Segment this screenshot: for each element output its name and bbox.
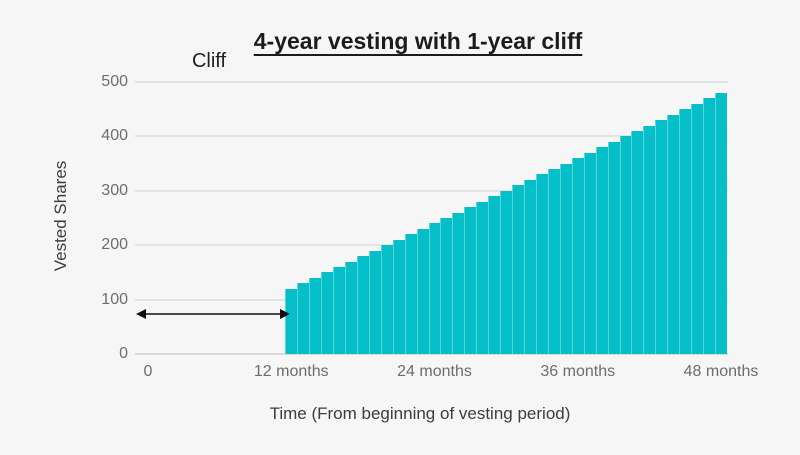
x-axis-title: Time (From beginning of vesting period) bbox=[269, 404, 571, 423]
bar-month-35 bbox=[559, 163, 572, 354]
bar-month-23 bbox=[416, 228, 429, 354]
y-tick-label-100: 100 bbox=[101, 290, 128, 308]
bar-month-36 bbox=[571, 158, 584, 354]
x-tick-label-12: 12 months bbox=[253, 363, 329, 380]
bar-month-37 bbox=[583, 152, 596, 354]
bar-month-43 bbox=[655, 120, 668, 354]
bar-month-41 bbox=[631, 130, 644, 354]
bar-month-16 bbox=[333, 266, 345, 354]
bar-month-45 bbox=[679, 109, 692, 354]
bar-month-24 bbox=[428, 223, 441, 354]
bar-month-26 bbox=[452, 212, 465, 354]
x-tick-label-48: 48 months bbox=[683, 363, 759, 380]
cliff-annotation-label: Cliff bbox=[191, 50, 227, 72]
bar-month-19 bbox=[368, 250, 381, 354]
bar-month-40 bbox=[619, 136, 632, 354]
bar-month-30 bbox=[500, 190, 513, 354]
bar-month-14 bbox=[309, 277, 322, 354]
y-tick-label-400: 400 bbox=[101, 127, 128, 145]
bar-month-13 bbox=[297, 283, 310, 354]
bar-month-21 bbox=[392, 239, 405, 354]
y-tick-label-0: 0 bbox=[119, 345, 128, 362]
bar-month-12 bbox=[285, 288, 298, 354]
bar-month-17 bbox=[344, 261, 357, 354]
bar-month-47 bbox=[703, 98, 716, 354]
bar-month-48 bbox=[715, 92, 727, 354]
bar-month-32 bbox=[524, 179, 536, 354]
plot-area: Cliff bbox=[135, 50, 728, 355]
cliff-arrow-icon bbox=[136, 309, 290, 319]
x-tick-label-0: 0 bbox=[143, 363, 153, 380]
y-tick-label-300: 300 bbox=[101, 181, 128, 199]
x-tick-label-36: 36 months bbox=[540, 363, 616, 380]
bar-month-33 bbox=[535, 174, 548, 354]
bar-month-44 bbox=[667, 114, 680, 354]
bar-month-34 bbox=[547, 169, 560, 354]
bar-month-25 bbox=[440, 218, 453, 354]
y-tick-label-200: 200 bbox=[101, 236, 128, 254]
bar-month-27 bbox=[464, 207, 477, 354]
gridline-0 bbox=[135, 353, 728, 355]
gridline-400 bbox=[135, 135, 728, 138]
chart-title: 4-year vesting with 1-year cliff bbox=[253, 28, 583, 54]
y-tick-label-500: 500 bbox=[101, 73, 128, 90]
bar-month-29 bbox=[488, 196, 501, 354]
bar-month-28 bbox=[476, 201, 489, 354]
bar-month-31 bbox=[512, 185, 525, 354]
bar-month-46 bbox=[691, 103, 704, 354]
bar-month-22 bbox=[404, 234, 417, 354]
bar-month-38 bbox=[595, 147, 608, 354]
bar-month-39 bbox=[607, 141, 620, 354]
bar-month-15 bbox=[321, 272, 334, 354]
gridline-300 bbox=[135, 189, 728, 192]
bar-month-20 bbox=[380, 245, 393, 354]
gridline-500 bbox=[135, 81, 728, 83]
bar-month-18 bbox=[356, 256, 369, 354]
x-tick-label-24: 24 months bbox=[397, 363, 472, 380]
bar-month-42 bbox=[643, 125, 656, 354]
